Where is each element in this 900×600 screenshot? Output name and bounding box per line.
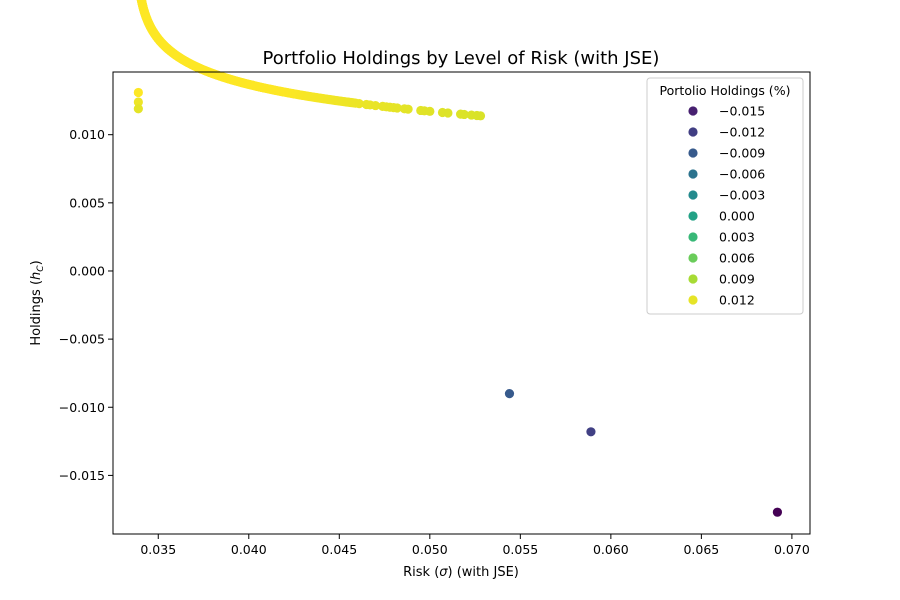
legend-marker — [688, 190, 698, 200]
x-tick-label: 0.040 — [231, 542, 267, 557]
chart-title: Portfolio Holdings by Level of Risk (wit… — [263, 48, 660, 69]
y-tick-label: −0.010 — [59, 400, 105, 415]
data-point — [772, 507, 783, 517]
data-point — [370, 100, 381, 111]
data-point — [459, 109, 469, 120]
legend-marker — [688, 148, 698, 158]
legend-box — [646, 77, 804, 315]
legend-marker — [688, 232, 698, 242]
x-tick-label: 0.050 — [412, 542, 448, 557]
data-point — [443, 108, 453, 118]
data-point — [475, 111, 486, 121]
y-tick-label: 0.000 — [69, 263, 105, 278]
legend-title: Portolio Holdings (%) — [660, 83, 791, 98]
legend-label: −0.012 — [719, 125, 765, 140]
data-point — [133, 104, 143, 114]
y-tick-label: −0.005 — [59, 332, 105, 347]
y-axis: −0.015 −0.010 −0.005 0.000 0.005 0.010 — [59, 127, 113, 483]
data-point — [354, 98, 364, 109]
x-axis-label: Risk (σ) (with JSE) — [403, 565, 519, 580]
y-axis-label: Holdings (hC) — [29, 260, 46, 345]
y-tick-label: 0.005 — [69, 195, 105, 210]
legend-label: 0.000 — [719, 209, 755, 224]
legend-label: 0.006 — [719, 251, 755, 266]
data-point — [392, 103, 402, 113]
legend-label: −0.009 — [719, 146, 765, 161]
legend-label: −0.003 — [719, 188, 765, 203]
x-tick-label: 0.055 — [502, 542, 538, 557]
legend-label: −0.006 — [719, 167, 765, 182]
legend-label: −0.015 — [719, 104, 765, 119]
legend-items: −0.015 −0.012 −0.009 −0.006 −0.003 0.000 0.003… — [688, 104, 765, 308]
legend: Portolio Holdings (%) −0.015 −0.012 −0.009… — [646, 77, 804, 315]
legend-label: 0.009 — [719, 272, 755, 287]
legend-label: 0.003 — [719, 230, 755, 245]
plot-frame — [112, 71, 811, 535]
legend-marker — [688, 253, 698, 263]
x-tick-label: 0.060 — [593, 542, 629, 557]
legend-marker — [688, 211, 698, 221]
data-point — [586, 427, 596, 437]
data-point — [133, 97, 143, 107]
data-point — [504, 389, 515, 399]
data-points — [133, 0, 783, 517]
x-tick-label: 0.070 — [774, 542, 810, 557]
legend-marker — [688, 295, 698, 305]
x-tick-label: 0.035 — [140, 542, 176, 557]
x-axis: 0.035 0.040 0.045 0.050 0.055 0.060 0.065 0.070 — [140, 534, 810, 557]
data-point — [403, 104, 413, 114]
legend-marker — [688, 169, 698, 179]
y-tick-label: 0.010 — [69, 127, 105, 142]
legend-marker — [688, 106, 698, 116]
data-point — [425, 106, 435, 116]
data-point — [133, 87, 143, 98]
legend-label: 0.012 — [719, 293, 755, 308]
y-tick-label: −0.015 — [59, 468, 105, 483]
x-tick-label: 0.045 — [321, 542, 357, 557]
x-tick-label: 0.065 — [683, 542, 719, 557]
legend-marker — [688, 274, 698, 284]
legend-marker — [688, 127, 698, 137]
